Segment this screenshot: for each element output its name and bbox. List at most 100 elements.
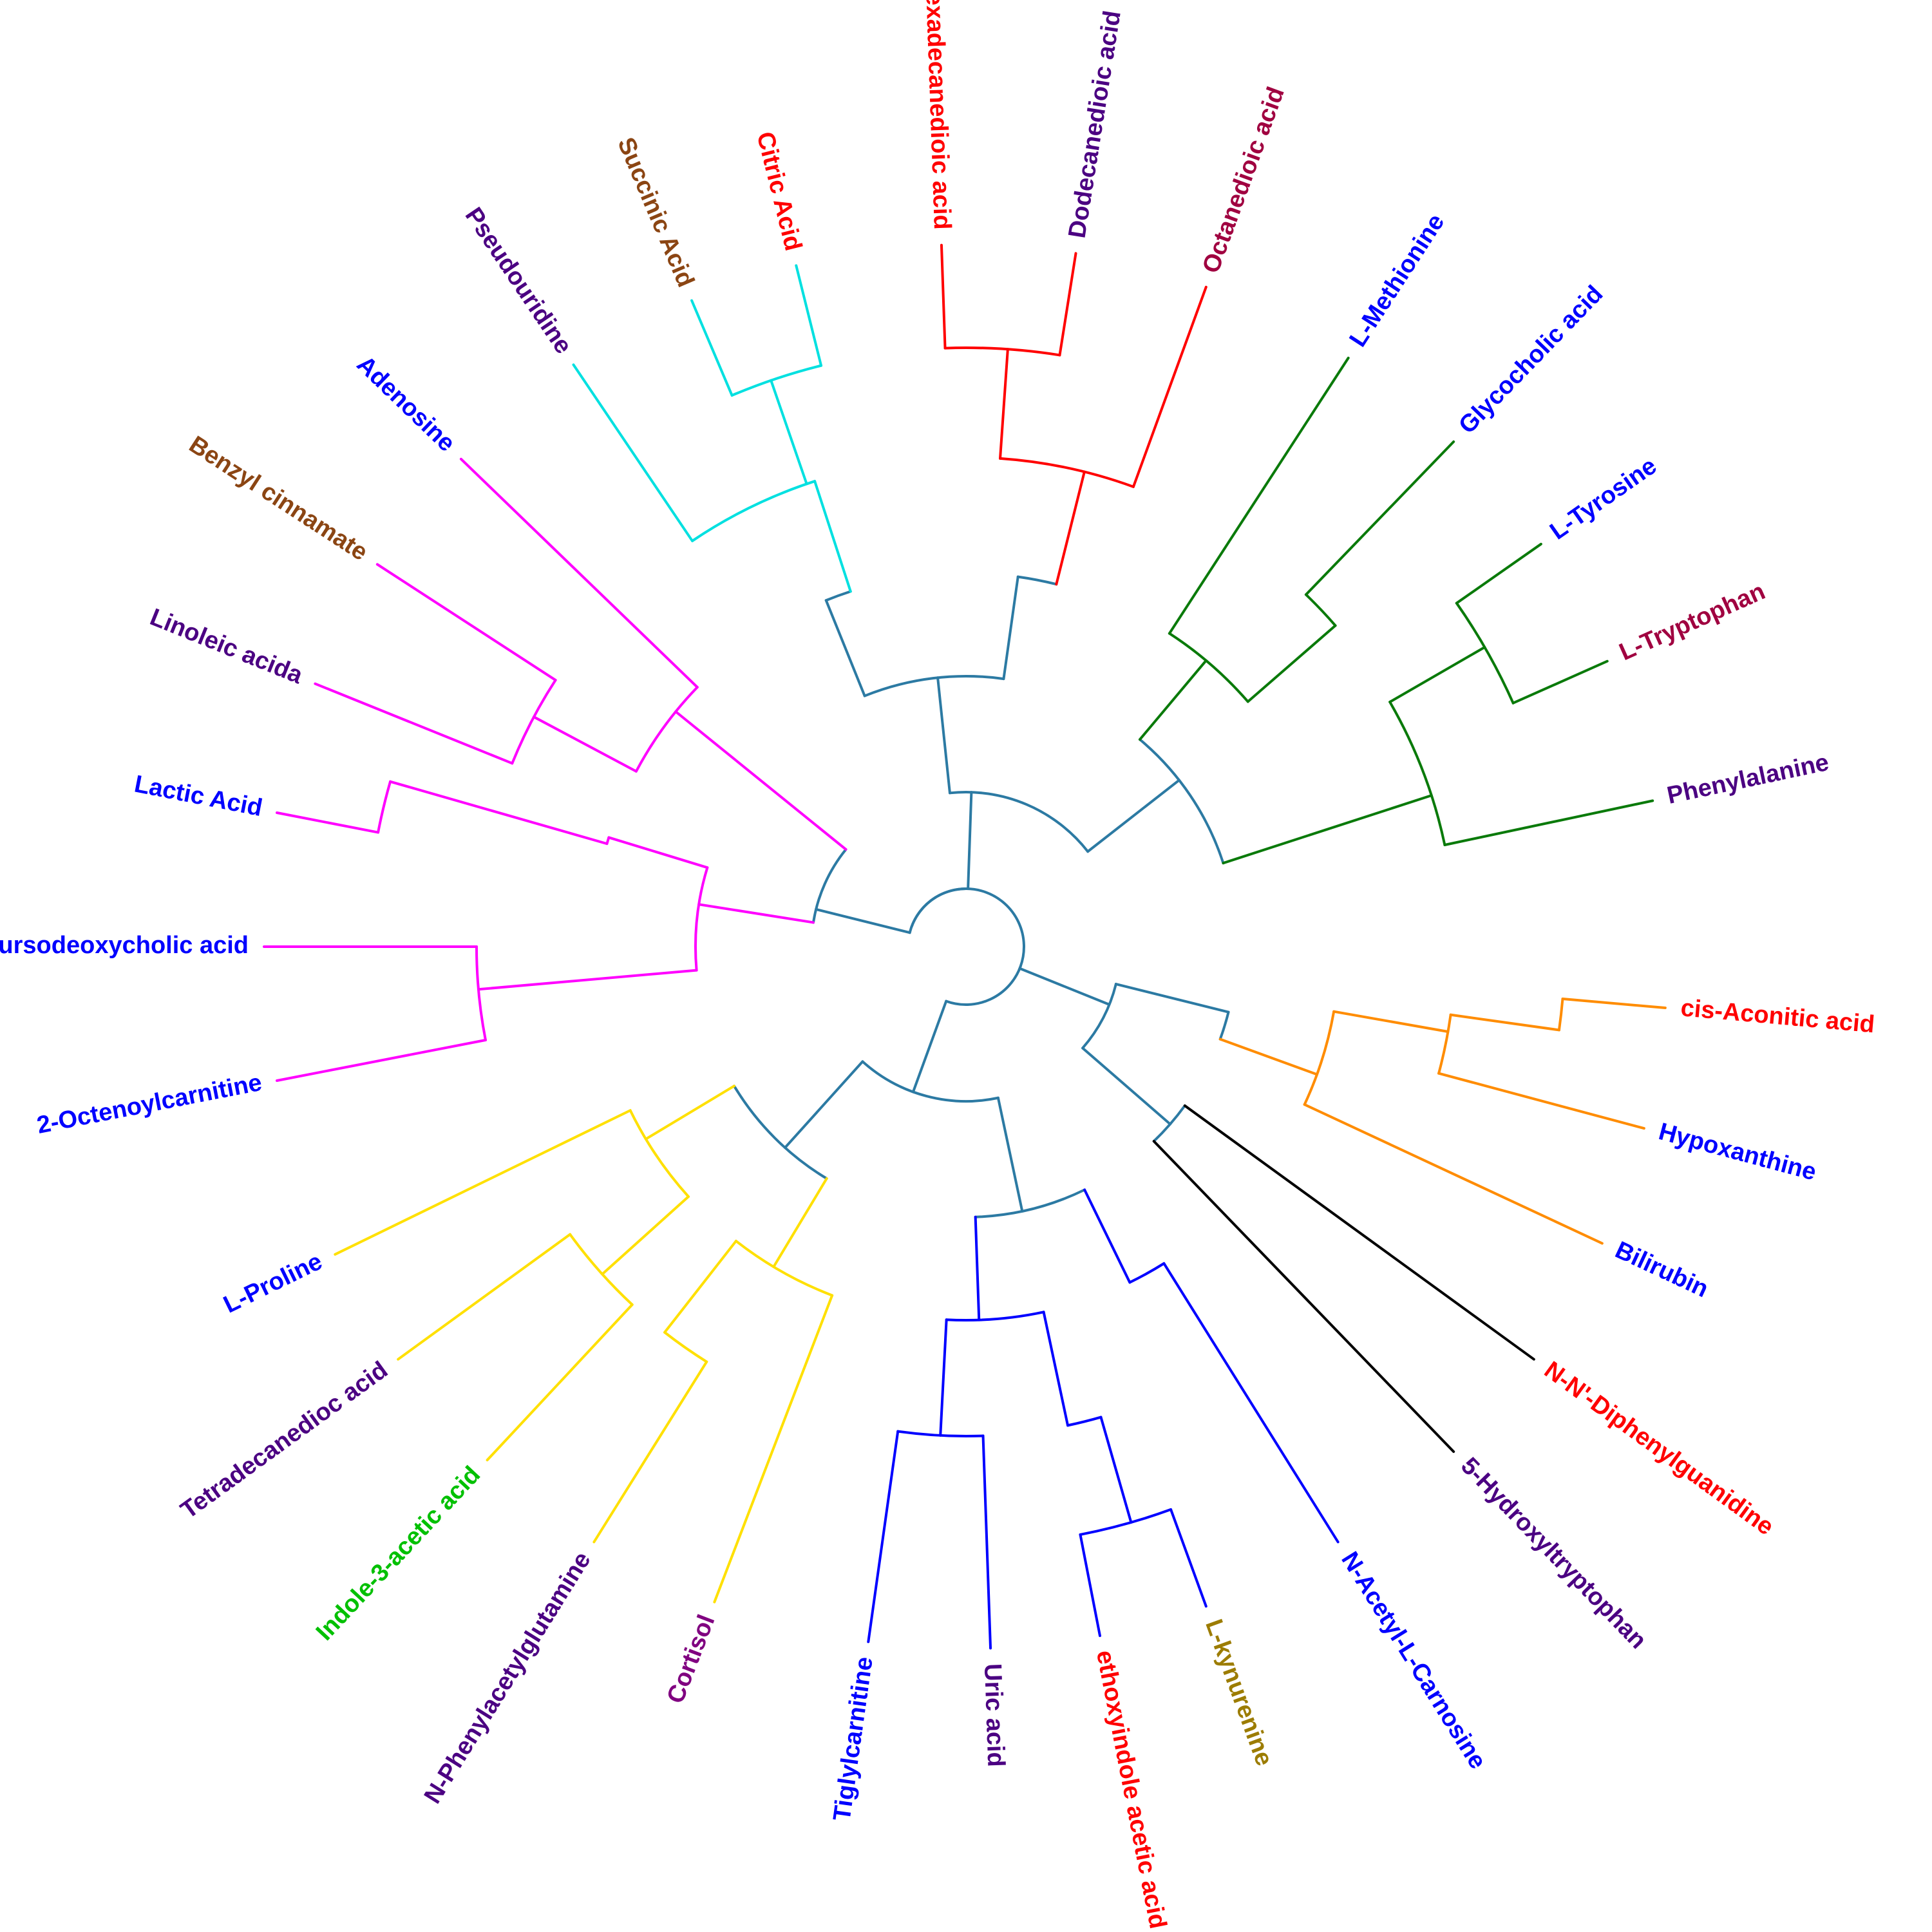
leaf-branch-dodecanedioic <box>1059 253 1075 355</box>
leaf-branch-l_methionine <box>1170 358 1349 634</box>
edge-n_or_c-radial <box>1451 1015 1559 1030</box>
leaf-branch-hydroxytryptophan <box>1154 1141 1454 1452</box>
arc-n_mag_c <box>512 680 555 763</box>
leaf-label-succinic: Succinic Acid <box>612 133 699 290</box>
leaf-label-l_proline: L-Proline <box>220 1248 327 1319</box>
arc-n_mag_b <box>696 867 707 970</box>
arc-n_blue_b <box>1130 1264 1164 1282</box>
leaf-branch-bilirubin <box>1305 1104 1602 1244</box>
leaf-label-cortisol: Cortisol <box>662 1611 721 1707</box>
leaf-label-hydroxytryptophan: 5-Hydroxyltryptophan <box>1455 1452 1651 1654</box>
leaf-branch-adenosine <box>461 459 697 687</box>
edge-n_red_a-radial <box>1056 472 1084 585</box>
edge-n_mag_b-radial <box>699 904 813 922</box>
arc-n_green_d <box>1306 594 1336 625</box>
edge-n_mag_f-radial <box>390 782 607 844</box>
leaf-branch-benzyl_cinnamate <box>377 564 556 680</box>
leaf-branch-hypoxanthine <box>1439 1074 1644 1128</box>
edge-n_mag_e-radial <box>478 971 697 990</box>
leaf-label-linoleic: Linoleic acida <box>146 603 307 689</box>
arc-n_red <box>1018 577 1057 585</box>
arc-n_or_a <box>1305 1012 1334 1104</box>
edge-n_yel_c-radial <box>602 1197 688 1274</box>
edge-n_black-radial <box>1083 1048 1170 1124</box>
edge-n_blue-radial <box>998 1098 1022 1211</box>
edge-n_cyan_a-radial <box>815 481 851 591</box>
edge-n_yel_d-radial <box>665 1241 736 1332</box>
leaf-label-pseudouridine: Pseudouridine <box>460 203 577 359</box>
arc-n_green_c <box>1457 603 1513 703</box>
leaf-label-adenosine: Adenosine <box>352 351 460 457</box>
leaf-branch-cortisol <box>714 1295 832 1602</box>
leaf-label-l_kynurenine: L-kynurenine <box>1200 1616 1278 1770</box>
leaf-branch-phenylalanine <box>1444 800 1653 845</box>
edge-n_blue_a-radial <box>976 1217 980 1320</box>
leaf-branch-hexadecanedioic <box>942 245 945 348</box>
leaf-branch-succinic <box>692 301 732 395</box>
leaf-branch-linoleic <box>315 684 512 764</box>
arc-n_cyan_b <box>732 366 821 395</box>
arc-n_orange <box>1220 1012 1229 1039</box>
arc-n_yellow <box>734 1086 827 1179</box>
arc-n_yel_d <box>665 1332 706 1362</box>
edge-n_red-radial <box>1003 577 1018 679</box>
edge-n_red_b-radial <box>1000 349 1008 459</box>
edge-n_cyan-radial <box>826 600 865 696</box>
arc-n_blue_e <box>1080 1510 1171 1535</box>
leaf-label-citric: Citric Acid <box>751 129 806 253</box>
arc-n_root_L <box>910 889 968 933</box>
edge-n_yel_b-radial <box>773 1179 826 1267</box>
leaf-label-n_acetyl_carnosine: N-Acetyl-L-Carnosine <box>1336 1548 1491 1774</box>
edge-n_mag_a-radial <box>676 712 846 849</box>
edge-n_green_c-radial <box>1390 647 1484 702</box>
leaf-branch-n_phenylacetylglut <box>594 1362 706 1542</box>
edge-n_mag_c-radial <box>534 717 636 772</box>
leaf-branch-octenoylcarnitine <box>277 1040 486 1081</box>
edge-n_blue_e-radial <box>1101 1417 1131 1522</box>
leaf-branch-uric <box>983 1436 991 1649</box>
edge-n_yel_a-radial <box>646 1086 734 1139</box>
leaf-label-lactic: Lactic Acid <box>132 770 265 822</box>
leaf-label-hypoxanthine: Hypoxanthine <box>1656 1118 1819 1186</box>
arc-n_or_c <box>1559 999 1563 1030</box>
leaf-branch-cis_aconitic <box>1562 999 1665 1008</box>
edge-n_green_a-radial <box>1223 795 1431 863</box>
edge-n_green-radial <box>1088 780 1179 851</box>
arc-n_mag_a <box>636 687 697 772</box>
arc-n_redcyan <box>865 676 1004 696</box>
arc-n_red_a <box>1000 459 1133 487</box>
edge-n_bot-radial <box>913 1001 946 1092</box>
leaf-label-benzyl_cinnamate: Benzyl cinnamate <box>184 431 372 566</box>
leaf-branch-glycocholic <box>1306 442 1454 594</box>
edge-n_or_a-radial <box>1220 1039 1317 1075</box>
edge-n_cyan_b-radial <box>771 381 806 484</box>
leaf-label-l_tryptophan: L-Tryptophan <box>1615 578 1769 666</box>
leaf-branch-citric <box>796 265 821 365</box>
leaf-label-methoxyindole: ethoxyindole acetic acid <box>1091 1648 1171 1931</box>
arc-n_cyan <box>826 591 851 600</box>
edge-n_orange-radial <box>1116 984 1229 1012</box>
leaf-branch-diphenylguanidine <box>1185 1106 1534 1359</box>
leaf-branch-pseudouridine <box>573 365 692 541</box>
leaf-branch-tetradecanedioc <box>398 1235 570 1359</box>
leaf-label-cis_aconitic: cis-Aconitic acid <box>1680 994 1875 1038</box>
leaf-branch-octanedioic <box>1133 287 1206 487</box>
leaf-label-n_phenylacetylglut: N-Phenylacetylglutamine <box>419 1548 596 1808</box>
leaf-label-tetradecanedioc: Tetradecanedioc acid <box>176 1356 393 1524</box>
arc-n_mag_f <box>378 782 390 833</box>
arc-n_blue_d <box>1068 1417 1101 1426</box>
leaf-branch-lactic <box>277 813 378 833</box>
leaf-branch-l_proline <box>335 1110 630 1255</box>
arc-n_or_b <box>1439 1015 1451 1074</box>
leaf-label-phenylalanine: Phenylalanine <box>1665 749 1832 810</box>
arc-n_blue <box>976 1189 1084 1217</box>
edge-n_green_d-radial <box>1248 625 1336 701</box>
leaf-label-glycoursodeoxy: Glycoursodeoxycholic acid <box>0 932 249 959</box>
arc-n_yel_c <box>570 1235 632 1305</box>
arc-n_mag_e <box>477 947 486 1040</box>
arc-n_bot <box>862 1061 998 1101</box>
leaf-label-dodecanedioic: Dodecanedioic acid <box>1064 9 1126 240</box>
edge-n_green_b-radial <box>1140 661 1206 740</box>
leaf-label-uric: Uric acid <box>979 1663 1010 1768</box>
leaf-label-octanedioic: Octanedioic acid <box>1197 84 1289 277</box>
